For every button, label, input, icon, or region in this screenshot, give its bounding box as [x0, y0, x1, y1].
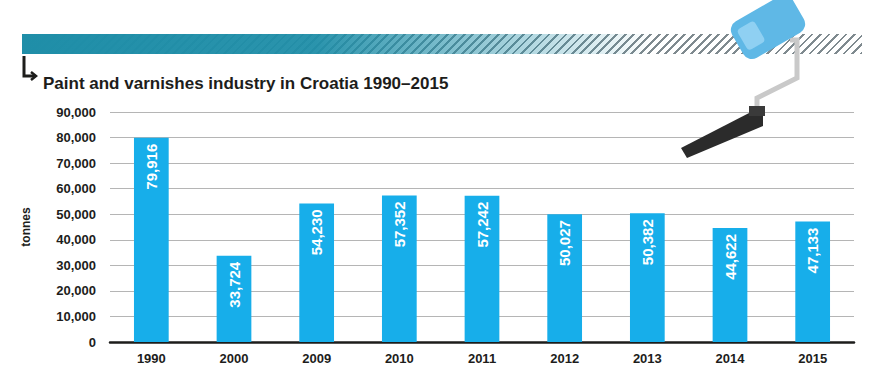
svg-text:2011: 2011 — [468, 351, 496, 366]
svg-text:54,230: 54,230 — [308, 209, 325, 255]
svg-text:2013: 2013 — [633, 351, 662, 366]
svg-text:1990: 1990 — [137, 351, 166, 366]
svg-text:57,242: 57,242 — [474, 202, 491, 248]
svg-text:30,000: 30,000 — [56, 258, 96, 273]
svg-text:57,352: 57,352 — [391, 201, 408, 247]
svg-text:2010: 2010 — [385, 351, 414, 366]
svg-text:40,000: 40,000 — [56, 232, 96, 247]
svg-text:33,724: 33,724 — [226, 261, 243, 308]
svg-text:tonnes: tonnes — [19, 207, 33, 247]
svg-text:0: 0 — [89, 335, 96, 350]
svg-text:2014: 2014 — [716, 351, 746, 366]
svg-text:70,000: 70,000 — [56, 156, 96, 171]
svg-text:90,000: 90,000 — [56, 105, 96, 120]
svg-text:50,382: 50,382 — [639, 219, 656, 265]
svg-text:80,000: 80,000 — [56, 130, 96, 145]
svg-text:79,916: 79,916 — [143, 144, 160, 190]
svg-text:2009: 2009 — [302, 351, 331, 366]
svg-text:50,000: 50,000 — [56, 207, 96, 222]
svg-text:2015: 2015 — [798, 351, 827, 366]
svg-text:60,000: 60,000 — [56, 181, 96, 196]
svg-text:Paint and varnishes industry i: Paint and varnishes industry in Croatia … — [43, 74, 448, 93]
svg-text:47,133: 47,133 — [804, 228, 821, 274]
svg-text:10,000: 10,000 — [56, 309, 96, 324]
svg-text:2012: 2012 — [550, 351, 579, 366]
svg-text:44,622: 44,622 — [722, 234, 739, 280]
svg-text:20,000: 20,000 — [56, 283, 96, 298]
svg-text:50,027: 50,027 — [556, 220, 573, 266]
svg-text:2000: 2000 — [220, 351, 249, 366]
